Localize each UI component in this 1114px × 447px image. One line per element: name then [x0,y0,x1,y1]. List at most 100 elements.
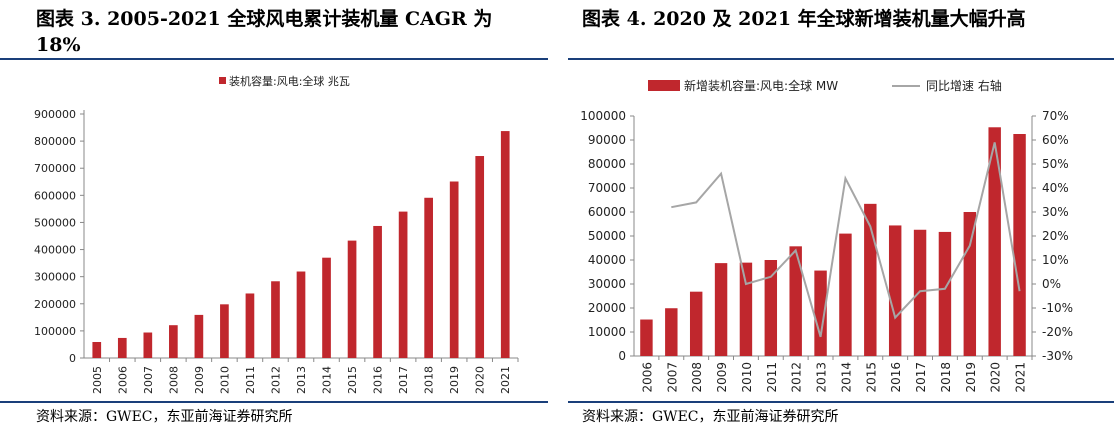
bar [143,332,153,358]
new-capacity-chart: 新增装机容量:风电:全球 MW 同比增速 右轴100000900008000070… [580,78,1073,393]
bar [475,156,485,358]
y-right-tick-label: 50% [1042,157,1069,171]
x-tick-label: 2010 [740,362,754,393]
y-tick-label: 0 [69,352,76,365]
y-right-tick-label: 0% [1042,277,1061,291]
x-tick-label: 2016 [889,362,903,393]
y-left-tick-label: 90000 [588,133,626,147]
x-tick-label: 2015 [346,366,359,394]
cumulative-capacity-chart: 装机容量:风电:全球 兆瓦 900000 800000 700000 600000 500… [34,74,519,394]
x-tick-label: 2013 [295,366,308,394]
bar [665,308,678,356]
legend-swatch-bar [648,80,680,91]
x-tick-label: 2019 [964,362,978,393]
x-tick-label: 2009 [193,366,206,394]
left-chart-panel: 图表 3. 2005-2021 全球风电累计装机量 CAGR 为 18% 装机容… [0,0,548,447]
x-tick-label: 2011 [765,362,779,393]
bar [117,337,127,358]
bar [398,211,408,358]
x-tick-label: 2005 [91,366,104,394]
bar [271,281,280,358]
bar [245,293,255,358]
right-chart-panel: 图表 4. 2020 及 2021 年全球新增装机量大幅升高 新增装机容量:风电… [568,0,1114,447]
y-right-tick-label: 70% [1042,109,1069,123]
y-right-tick-label: -10% [1042,301,1073,315]
legend-label-line: 同比增速 右轴 [926,78,1002,93]
x-tick-label: 2021 [1014,362,1028,393]
y-tick-label: 600000 [34,189,76,202]
x-tick-label: 2006 [116,366,129,394]
bar [640,319,653,356]
y-tick-label: 300000 [34,271,76,284]
x-tick-label: 2007 [142,366,155,394]
bar [988,127,1001,356]
y-tick-label: 200000 [34,298,76,311]
x-tick-label: 2020 [474,366,487,394]
x-tick-label: 2010 [218,366,231,394]
y-left-tick-label: 100000 [580,109,626,123]
y-left-tick-label: 10000 [588,325,626,339]
bar [169,325,178,358]
source-note-left: 资料来源：GWEC，东亚前海证券研究所 [36,409,293,425]
bar [714,263,728,356]
bar [839,233,852,356]
bar [373,225,382,358]
x-tick-label: 2008 [167,366,180,394]
y-left-tick-label: 0 [618,349,626,363]
x-tick-label: 2020 [989,362,1003,393]
x-tick-label: 2014 [321,366,334,394]
footer-divider-right [568,401,1114,403]
bar [194,314,204,358]
x-tick-label: 2021 [499,366,512,394]
y-tick-label: 900000 [34,108,76,121]
bar [449,181,459,358]
title-divider-right [568,58,1114,60]
bar [322,257,331,358]
y-left-tick-label: 40000 [588,253,626,267]
y-right-tick-label: 60% [1042,133,1069,147]
x-tick-label: 2006 [640,362,654,393]
y-left-tick-label: 60000 [588,205,626,219]
y-tick-label: 700000 [34,162,76,175]
bar [864,203,877,356]
bar [888,225,902,356]
y-left-tick-label: 50000 [588,229,626,243]
bar [789,246,802,356]
legend-label-bar: 新增装机容量:风电:全球 MW [684,78,838,93]
y-left-tick-label: 30000 [588,277,626,291]
x-tick-label: 2007 [665,362,679,393]
x-tick-label: 2014 [839,362,853,393]
bar [938,231,952,356]
y-tick-label: 100000 [34,325,76,338]
bar [689,291,703,356]
y-right-tick-label: -20% [1042,325,1073,339]
growth-line [671,142,1021,338]
y-left-tick-label: 70000 [588,181,626,195]
x-tick-label: 2018 [939,362,953,393]
bar [1013,134,1026,356]
x-tick-label: 2008 [690,362,704,393]
legend-label: 装机容量:风电:全球 兆瓦 [229,74,350,88]
y-right-tick-label: 40% [1042,181,1069,195]
y-tick-label: 800000 [34,135,76,148]
x-tick-label: 2012 [790,362,804,393]
x-tick-label: 2018 [423,366,436,394]
y-right-tick-label: 20% [1042,229,1069,243]
bar [347,240,357,358]
y-left-tick-label: 20000 [588,301,626,315]
bar [296,271,306,358]
x-tick-label: 2011 [244,366,257,394]
bar [220,304,229,358]
bar [739,262,753,356]
bar [764,260,778,356]
y-tick-label: 500000 [34,216,76,229]
y-right-tick-label: -30% [1042,349,1073,363]
y-right-tick-label: 10% [1042,253,1069,267]
bar [92,342,102,358]
x-tick-label: 2012 [269,366,282,394]
x-tick-label: 2017 [397,366,410,394]
chart-title-right: 图表 4. 2020 及 2021 年全球新增装机量大幅升高 [582,8,1026,30]
bar [500,131,510,358]
bar [424,197,433,358]
y-tick-label: 400000 [34,244,76,257]
